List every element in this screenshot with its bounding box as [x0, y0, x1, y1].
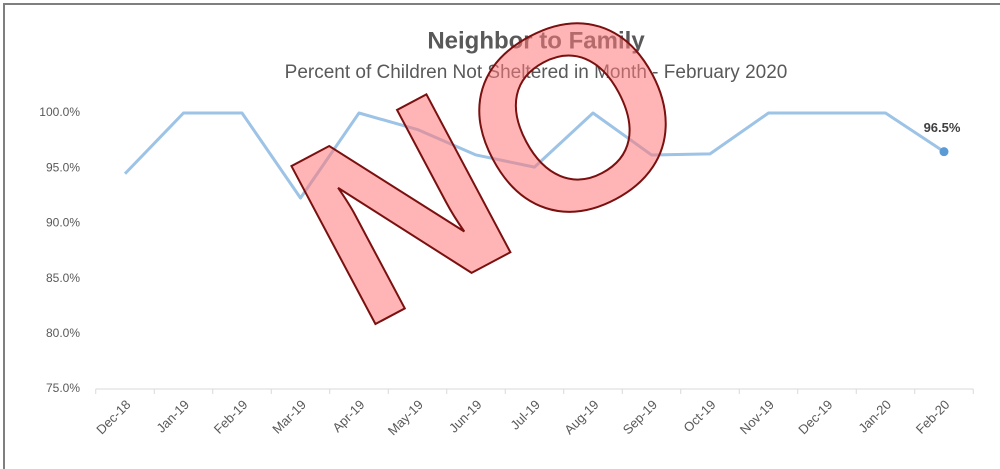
- y-tick-label: 90.0%: [46, 216, 80, 230]
- y-tick-label: 80.0%: [46, 326, 80, 340]
- y-tick-label: 100.0%: [39, 105, 80, 119]
- chart-title: Neighbor to Family: [427, 27, 645, 54]
- data-line: [123, 111, 945, 200]
- data-label: 96.5%: [924, 120, 961, 135]
- y-tick-label: 95.0%: [46, 160, 80, 174]
- y-tick-label: 85.0%: [46, 271, 80, 285]
- chart-subtitle: Percent of Children Not Sheltered in Mon…: [285, 62, 788, 83]
- chart-frame: [3, 3, 1000, 469]
- y-tick-label: 75.0%: [46, 381, 80, 395]
- data-point: [939, 147, 949, 157]
